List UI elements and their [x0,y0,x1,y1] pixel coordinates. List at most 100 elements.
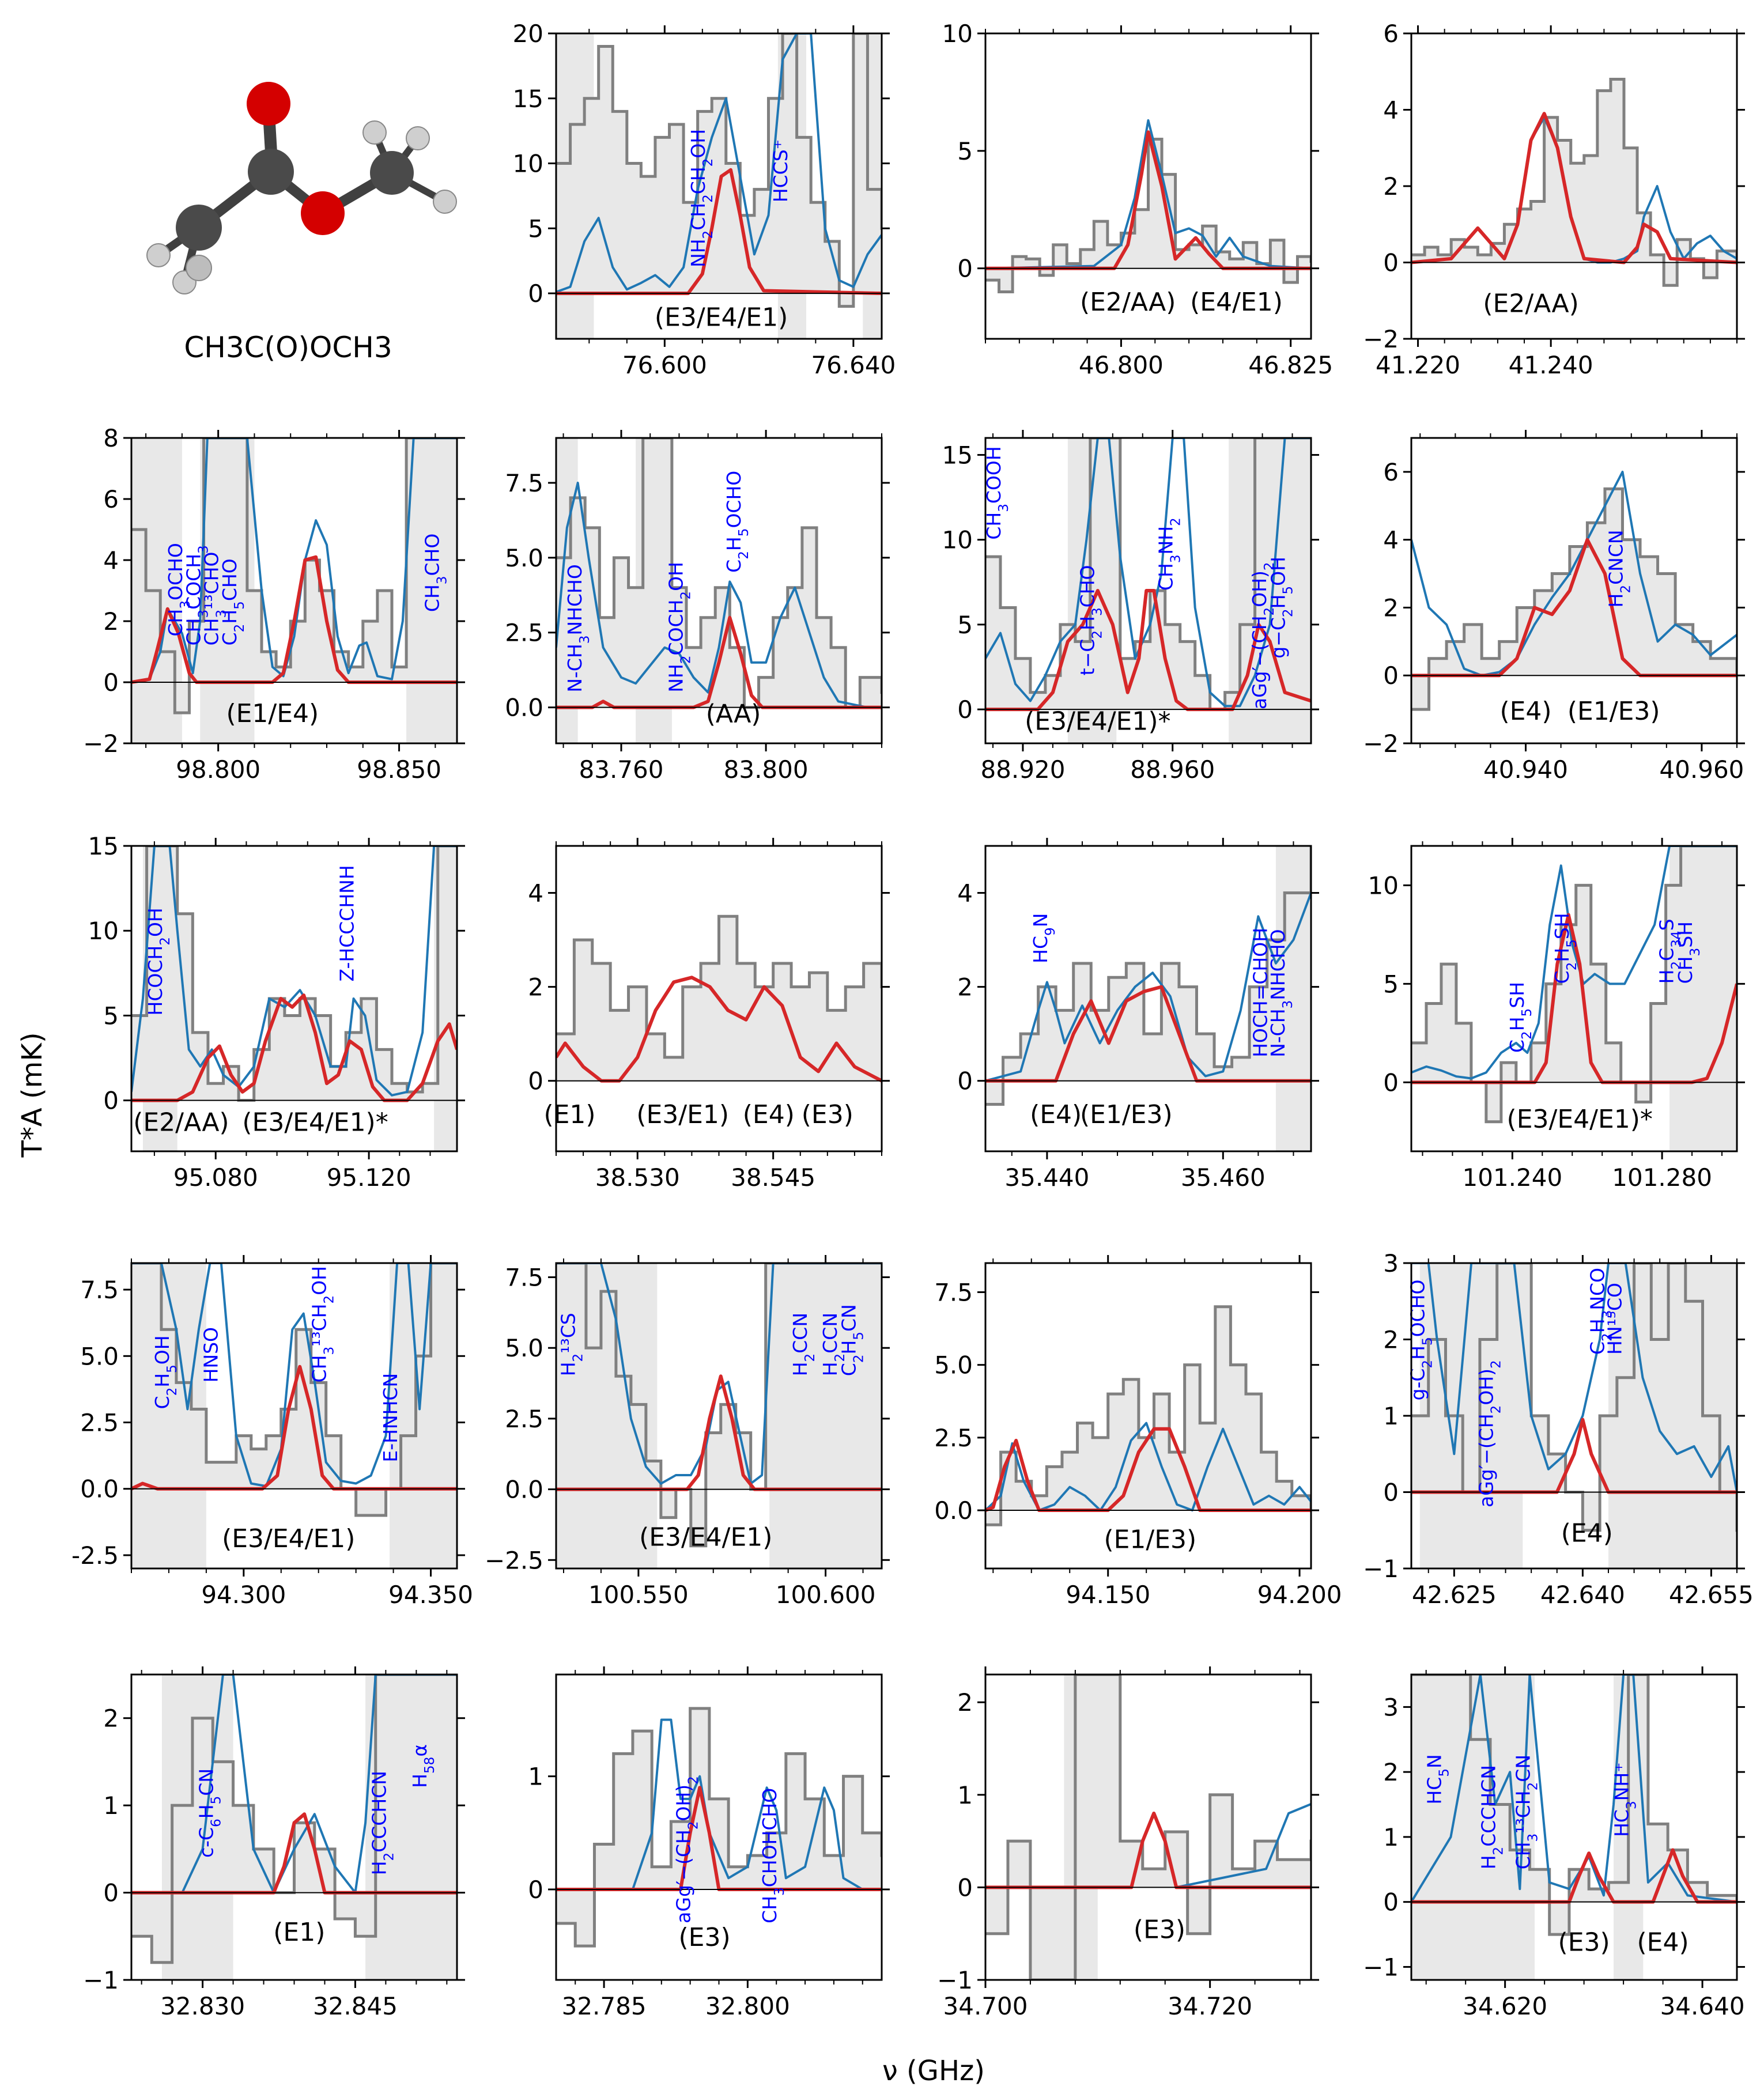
observed-spectrum [1411,1675,1737,1936]
y-tick-label: 2 [1383,594,1399,622]
observed-fill [131,1263,457,1515]
y-tick-label: 4 [528,879,543,908]
plot-area [985,1675,1311,1980]
x-tick-label: 41.220 [1376,351,1460,379]
x-tick-label: 94.150 [1066,1581,1150,1609]
observed-spectrum [556,1263,882,1548]
y-tick-label: 2.5 [934,1424,973,1452]
transition-label: (E1) [543,1100,595,1129]
y-tick-label: 7.5 [80,1276,119,1304]
species-label: H2CCN [819,1313,848,1376]
species-label: HN¹⁵CO [1603,1283,1626,1355]
axes-frame [1410,437,1738,744]
y-tick-label: 15 [88,832,119,860]
x-tick-label: 42.655 [1669,1581,1754,1609]
x-tick-label: 88.960 [1130,755,1215,784]
x-tick-label: 34.620 [1463,1992,1547,2020]
axes-frame [130,1262,458,1570]
species-model-line [131,1812,457,1895]
y-tick-label: −1 [1363,1953,1399,1981]
species-label: CH3¹³CH2CN [1512,1755,1540,1869]
species-model-line [131,993,457,1102]
y-tick-label: 6 [1383,20,1399,48]
transition-label: (E3/E4/E1) [639,1523,772,1552]
y-tick-label: 15 [513,85,543,113]
plot-area [131,438,457,743]
full-model-line [985,892,1311,1082]
species-model-line [131,1364,457,1491]
y-tick-label: 3 [1383,1249,1399,1277]
y-tick-label: 5.0 [934,1351,973,1379]
y-tick-label: 2 [1383,1758,1399,1786]
species-model-line [1411,112,1737,264]
species-label: c-C6H5CN [195,1768,224,1858]
y-tick-label: 1 [103,1791,119,1820]
panel-18: aGg′−(CH2OH)2 CH3CHOHCHO (E3) 32.785 32.800 0… [528,1666,890,2020]
transition-label: (E3/E4/E1) [222,1524,355,1554]
species-label: CH3¹³CHO [201,552,229,646]
x-tick-label: 38.545 [731,1163,815,1192]
y-tick-label: 3 [1383,1693,1399,1721]
x-tick-label: 88.920 [980,755,1065,784]
observed-spectrum [131,438,457,715]
x-tick-label: 35.440 [1004,1163,1089,1192]
plot-area [1411,78,1737,287]
y-tick-label: 0.0 [505,1476,543,1504]
x-tick-label: 100.600 [776,1581,876,1609]
carbon-atom [176,205,222,251]
y-tick-label: 0.0 [505,694,543,722]
transition-label: (E3/E4/E1)* [1025,706,1170,736]
species-label: CH3SH [1674,921,1703,984]
species-label: CH3NH2 [1155,517,1184,591]
transition-label: (E4/E1) [1190,288,1283,317]
panel-17: c-C6H5CN H2CCCHCN H58α (E1) 32.830 32.845 −1 0 1… [83,1666,465,2020]
y-tick-label: 2.5 [505,619,543,647]
y-tick-label: 1 [528,1763,543,1791]
transition-label: (E3) [679,1923,731,1952]
species-label: NH2CH2CH2OH [687,129,716,267]
plot-area [1411,1675,1737,1980]
hydrogen-atom [362,120,387,145]
species-label: NH2COCH2OH [665,562,694,693]
x-tick-label: 34.700 [943,1992,1028,2020]
species-label: H2C34S [1656,919,1684,984]
plot-area [1411,470,1737,711]
species-model-line [985,1427,1311,1513]
species-model-line [985,130,1311,270]
species-label: H2CCN [789,1313,818,1376]
plot-area [1411,1263,1737,1568]
species-label: aGg′−(CH2OH)2 [1248,562,1277,709]
transition-label: (E4) [1499,697,1551,726]
species-label: HC3NH⁺ [1611,1762,1640,1836]
x-tick-label: 40.960 [1659,755,1744,784]
axes-frame [130,437,458,744]
y-tick-label: 4 [103,546,119,574]
methyl-acetate-ball-and-stick-model: CH3C(O)OCH3 [146,82,457,364]
hydrogen-atom [406,126,430,150]
x-tick-label: 76.600 [622,351,707,379]
y-tick-label: 2 [957,1688,973,1717]
plot-area [131,1263,457,1568]
y-tick-label: 2 [103,607,119,636]
y-tick-label: 10 [942,526,973,554]
y-tick-label: 5 [1383,970,1399,998]
species-label: aGg′−(CH2OH)2 [1475,1360,1504,1507]
observed-fill [985,1675,1311,1980]
transition-label: (E3/E4/E1) [655,303,788,332]
panel-4: (E2/AA) 41.220 41.240 −2 0 2 4 6 [1363,20,1745,379]
x-tick-label: 101.240 [1463,1163,1563,1192]
transition-label: (E2/AA) [1080,288,1176,317]
species-model-line [1411,913,1737,1084]
y-tick-label: 7.5 [934,1278,973,1306]
panel-8: H2CNCN (E4) (E1/E3) 40.940 40.960 −2 0 2 4 6 [1363,430,1745,784]
y-tick-label: 4 [1383,96,1399,124]
x-tick-label: 98.800 [176,755,260,784]
full-model-line [556,1263,882,1485]
y-tick-label: 5.0 [80,1342,119,1370]
transition-label: (E3/E4/E1)* [242,1108,388,1137]
axes-frame [130,845,458,1152]
species-label: C2H5SH [1551,913,1580,984]
y-tick-label: 0.0 [934,1496,973,1525]
